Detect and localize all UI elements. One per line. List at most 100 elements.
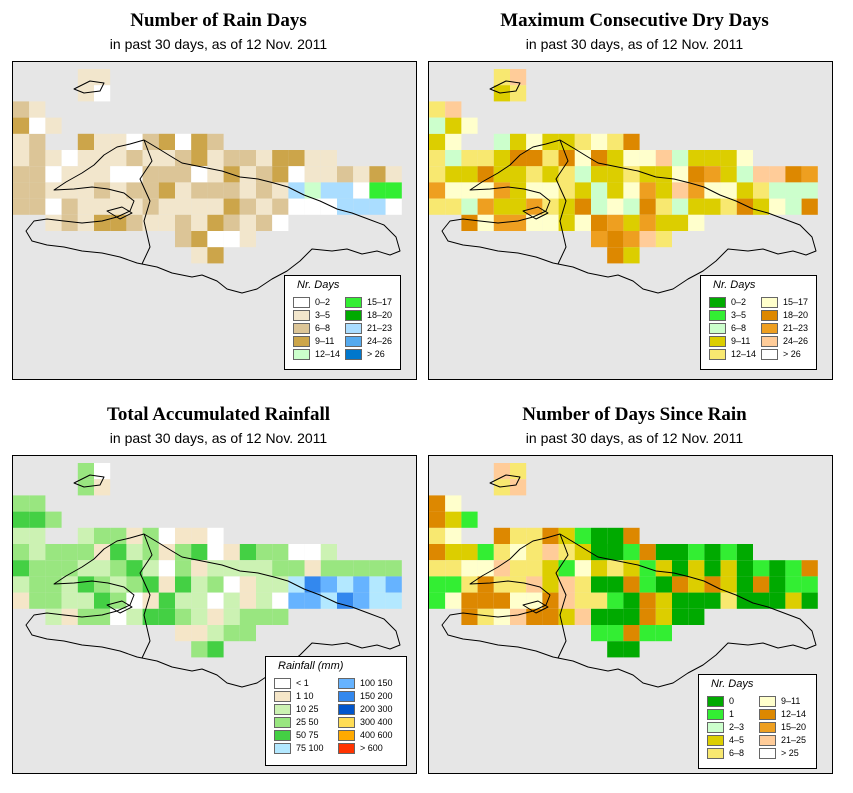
legend-swatch [709, 323, 726, 334]
grid-cell [126, 608, 143, 625]
grid-cell [510, 592, 527, 609]
grid-cell [639, 150, 656, 167]
legend-swatch [761, 310, 778, 321]
grid-cell [720, 182, 737, 199]
grid-cell [461, 511, 478, 528]
grid-cell [61, 214, 78, 231]
grid-cell [736, 150, 753, 167]
grid-cell [29, 198, 46, 215]
legend-swatch [759, 748, 776, 759]
grid-cell [607, 214, 624, 231]
lake-outline [106, 206, 133, 220]
legend-swatch [274, 730, 291, 741]
grid-cell [110, 592, 127, 609]
grid-cell [574, 576, 591, 593]
grid-cell [429, 150, 446, 167]
grid-cell [223, 608, 240, 625]
grid-cell [45, 560, 62, 577]
legend-label: > 26 [783, 349, 801, 359]
panel-rain-days: Number of Rain Days in past 30 days, as … [12, 0, 425, 385]
grid-cell [801, 576, 818, 593]
legend-swatch [274, 704, 291, 715]
grid-cell [591, 576, 608, 593]
grid-cell [29, 117, 46, 134]
grid-cell [158, 166, 175, 183]
grid-cell [607, 231, 624, 248]
legend-swatch [707, 722, 724, 733]
grid-cell [353, 166, 370, 183]
legend-label: 1 10 [296, 691, 314, 701]
panel-max-dry: Maximum Consecutive Dry Days in past 30 … [428, 0, 841, 385]
legend-label: 15–20 [781, 722, 807, 732]
grid-cell [256, 576, 273, 593]
grid-cell [445, 150, 462, 167]
grid-cell [337, 198, 354, 215]
grid-cell [13, 198, 30, 215]
grid-cell [672, 182, 689, 199]
grid-cell [510, 463, 527, 480]
legend-label: 12–14 [781, 709, 807, 719]
legend-label: 3–5 [315, 310, 331, 320]
grid-cell [175, 166, 192, 183]
grid-cell [304, 592, 321, 609]
grid-cell [110, 133, 127, 150]
grid-cell [13, 166, 30, 183]
grid-cell [126, 166, 143, 183]
grid-cell [304, 182, 321, 199]
legend-label: 9–11 [315, 336, 335, 346]
grid-cell [574, 214, 591, 231]
grid-cell [445, 527, 462, 544]
grid-cell [753, 592, 770, 609]
legend-label: < 1 [296, 678, 309, 688]
grid-cell [591, 560, 608, 577]
coastline [25, 139, 401, 294]
grid-cell [607, 641, 624, 658]
grid-cell [77, 182, 94, 199]
grid-cell [126, 544, 143, 561]
grid-cell [126, 198, 143, 215]
grid-cell [61, 560, 78, 577]
grid-cell [239, 576, 256, 593]
grid-cell [288, 150, 305, 167]
grid-cell [110, 198, 127, 215]
grid-cell [337, 576, 354, 593]
legend-swatch [709, 297, 726, 308]
grid-cell [239, 544, 256, 561]
grid-cell [94, 592, 111, 609]
grid-cell [77, 133, 94, 150]
grid-cell [158, 576, 175, 593]
grid-cell [461, 592, 478, 609]
panel-subtitle: in past 30 days, as of 12 Nov. 2011 [525, 430, 744, 446]
legend: Nr. Days 0 1 2–3 4–5 6–8 9–11 12–14 15–2… [698, 674, 817, 769]
grid-cell [13, 133, 30, 150]
grid-cell [672, 592, 689, 609]
legend-label: 10 25 [296, 704, 319, 714]
border-line [555, 139, 569, 265]
grid-cell [13, 527, 30, 544]
grid-cell [688, 198, 705, 215]
legend-label: 12–14 [315, 349, 341, 359]
legend-label: 21–23 [783, 323, 809, 333]
legend-label: 150 200 [360, 691, 393, 701]
grid-cell [175, 231, 192, 248]
grid-cell [542, 544, 559, 561]
grid-cell [607, 592, 624, 609]
grid-cell [477, 150, 494, 167]
legend-label: 300 400 [360, 717, 393, 727]
grid-cell [704, 544, 721, 561]
grid-cell [558, 608, 575, 625]
grid-cell [429, 117, 446, 134]
grid-cell [542, 214, 559, 231]
grid-cell [223, 150, 240, 167]
grid-cell [320, 198, 337, 215]
grid-cell [542, 576, 559, 593]
grid-cell [591, 198, 608, 215]
grid-cell [607, 133, 624, 150]
grid-cell [801, 182, 818, 199]
grid-cell [672, 544, 689, 561]
grid-cell [369, 198, 386, 215]
legend-swatch [293, 349, 310, 360]
grid-cell [720, 166, 737, 183]
grid-cell [207, 641, 224, 658]
grid-cell [591, 527, 608, 544]
